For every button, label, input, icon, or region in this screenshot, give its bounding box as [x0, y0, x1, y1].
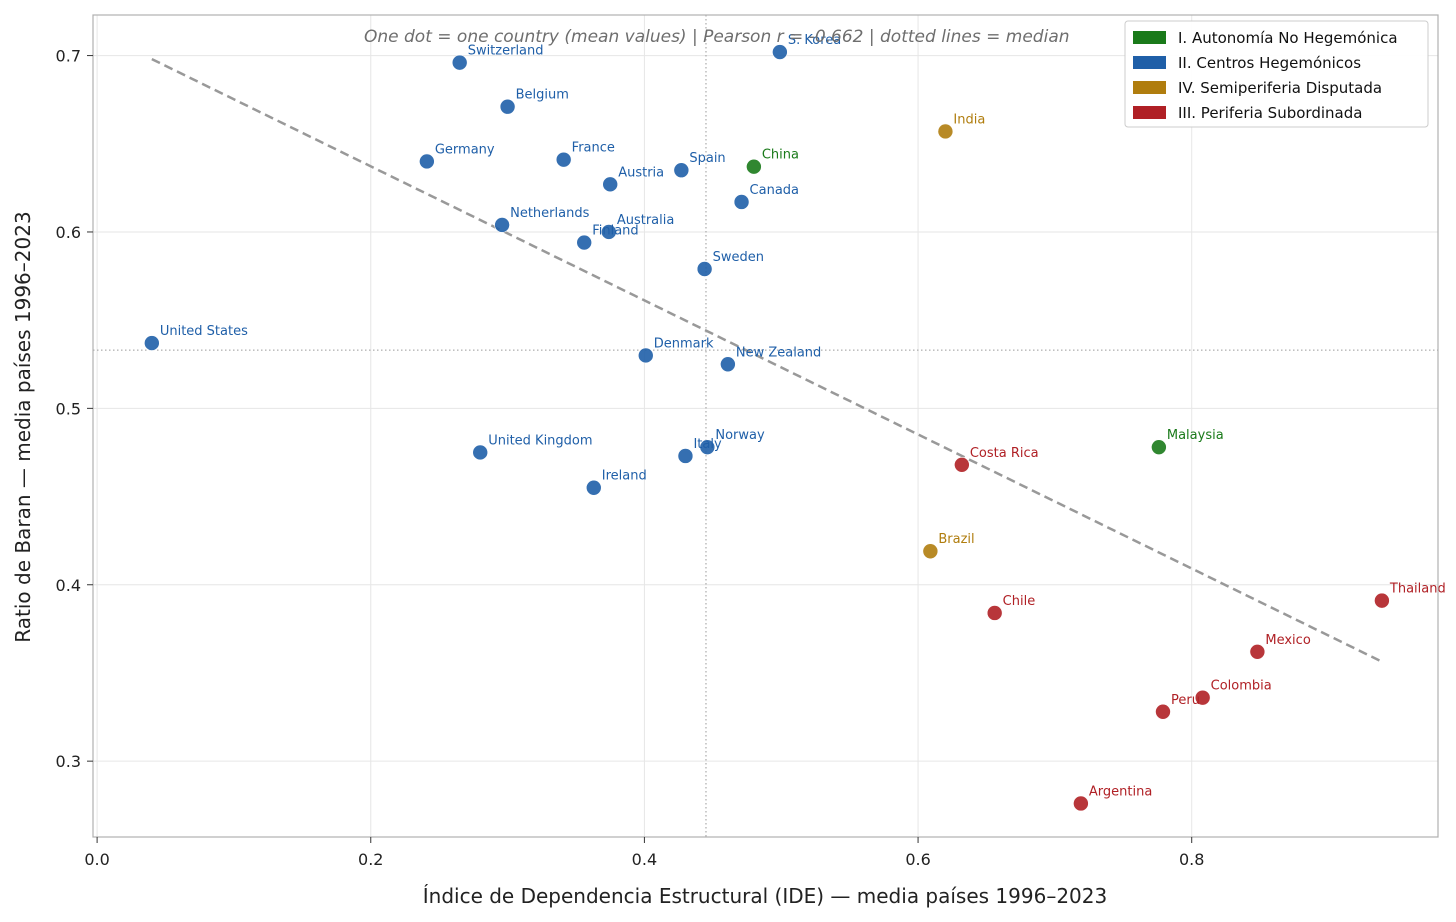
point-belgium — [499, 98, 516, 115]
x-axis-label: Índice de Dependencia Estructural (IDE) … — [423, 884, 1107, 908]
point-label: Costa Rica — [970, 446, 1039, 461]
point-thailand — [1374, 592, 1390, 609]
point-peru — [1155, 703, 1171, 720]
point-denmark — [637, 347, 654, 364]
trendline — [151, 57, 1384, 664]
data-points — [144, 44, 1390, 812]
point-label: Peru — [1171, 693, 1200, 708]
point-label: Australia — [617, 213, 675, 228]
point-label: Argentina — [1089, 784, 1152, 799]
legend-swatch — [1133, 56, 1166, 69]
point-norway — [699, 439, 716, 455]
point-label: Canada — [750, 183, 799, 198]
point-india — [937, 123, 954, 140]
point-labels: China Malaysia S. Korea Switzerland Belgium G… — [160, 33, 1446, 799]
point-label: Chile — [1003, 594, 1036, 609]
point-spain — [673, 162, 690, 179]
point-united-states — [144, 335, 160, 351]
x-tick-label: 0.0 — [84, 850, 109, 869]
legend-box — [1124, 20, 1429, 128]
point-label: Italy — [693, 437, 722, 452]
point-malaysia — [1151, 439, 1167, 455]
x-tick-label: 0.6 — [905, 850, 930, 869]
point-new-zealand — [720, 356, 736, 373]
point-label: Denmark — [654, 336, 714, 351]
point-label: France — [572, 141, 615, 156]
point-sweden — [696, 261, 713, 277]
point-s-korea — [772, 44, 788, 60]
plot-frame — [92, 14, 1439, 838]
legend-swatch — [1133, 106, 1166, 119]
point-label: Germany — [435, 142, 495, 157]
point-chile — [986, 605, 1003, 621]
x-tick-label: 0.2 — [358, 850, 383, 869]
x-tick-label: 0.8 — [1179, 850, 1204, 869]
trend-line — [151, 57, 1384, 664]
y-axis-label: Ratio de Baran — media países 1996–2023 — [11, 211, 35, 642]
legend-label: IV. Semiperiferia Disputada — [1178, 79, 1382, 97]
point-netherlands — [494, 217, 510, 233]
y-tick-label: 0.5 — [56, 399, 81, 418]
point-label: Malaysia — [1167, 428, 1224, 443]
point-ireland — [585, 479, 602, 496]
y-tick-label: 0.3 — [56, 752, 81, 771]
y-tick-label: 0.4 — [56, 576, 81, 595]
point-label: United Kingdom — [488, 433, 592, 448]
point-label: Switzerland — [468, 44, 544, 59]
point-germany — [419, 153, 435, 170]
point-austria — [602, 176, 619, 193]
point-italy — [677, 448, 694, 464]
legend-label: III. Periferia Subordinada — [1178, 104, 1362, 122]
point-switzerland — [451, 54, 468, 71]
point-label: Sweden — [713, 250, 764, 265]
point-label: China — [762, 148, 799, 163]
point-france — [555, 151, 572, 168]
point-brazil — [922, 543, 939, 560]
y-tick-label: 0.7 — [56, 47, 81, 66]
chart-subtitle: One dot = one country (mean values) | Pe… — [364, 27, 1070, 47]
grid — [93, 15, 1438, 837]
legend: I. Autonomía No Hegemónica II. Centros He… — [1124, 20, 1429, 128]
y-tick-label: 0.6 — [56, 223, 81, 242]
point-colombia — [1194, 689, 1211, 706]
axis-ticks: 0.0 0.2 0.4 0.6 0.8 0.3 0.4 0.5 0.6 0.7 — [56, 47, 1205, 869]
point-china — [746, 158, 762, 175]
point-label: S. Korea — [788, 33, 841, 48]
point-label: Brazil — [938, 532, 974, 547]
point-label: Mexico — [1265, 633, 1310, 648]
point-label: Thailand — [1389, 582, 1446, 597]
point-label: New Zealand — [736, 345, 821, 360]
point-label: Norway — [715, 428, 765, 443]
point-canada — [733, 194, 750, 210]
legend-swatch — [1133, 81, 1166, 94]
point-australia — [601, 224, 617, 240]
legend-label: I. Autonomía No Hegemónica — [1178, 29, 1398, 47]
legend-swatch — [1133, 31, 1166, 44]
median-lines — [93, 15, 1438, 837]
point-label: Austria — [618, 165, 664, 180]
x-tick-label: 0.4 — [632, 850, 657, 869]
point-argentina — [1073, 795, 1089, 812]
point-label: Netherlands — [510, 206, 589, 221]
point-mexico — [1249, 643, 1266, 660]
point-label: Ireland — [602, 469, 647, 484]
point-label: Finland — [592, 224, 638, 239]
point-united-kingdom — [472, 444, 489, 461]
point-label: United States — [160, 324, 248, 339]
point-label: India — [953, 112, 985, 127]
legend-label: II. Centros Hegemónicos — [1178, 54, 1361, 72]
point-label: Spain — [689, 151, 725, 166]
point-finland — [576, 234, 593, 251]
point-costa-rica — [954, 457, 970, 473]
point-label: Belgium — [516, 88, 569, 103]
point-label: Colombia — [1211, 679, 1272, 694]
